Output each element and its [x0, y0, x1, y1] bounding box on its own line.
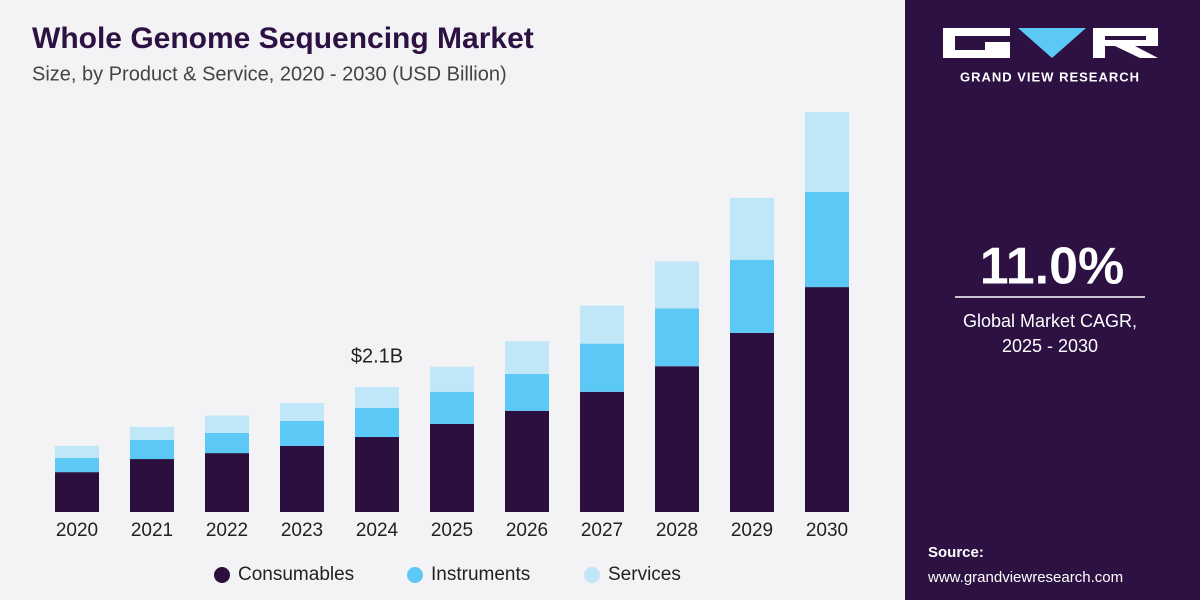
x-tick-label: 2028 — [656, 520, 698, 541]
x-tick-label: 2022 — [206, 520, 248, 541]
sidebar-background — [905, 0, 1200, 600]
legend-marker — [214, 567, 230, 583]
bar-segment — [655, 308, 699, 367]
legend-label: Consumables — [238, 564, 354, 585]
bar-segment — [730, 332, 774, 512]
logo-r — [1093, 28, 1158, 58]
chart-title: Whole Genome Sequencing Market — [32, 22, 534, 55]
bar-segment — [355, 437, 399, 512]
x-tick-label: 2023 — [281, 520, 323, 541]
x-tick-label: 2030 — [806, 520, 848, 541]
bar-segment — [280, 403, 324, 421]
bar-segment — [280, 445, 324, 512]
bar-segment — [580, 343, 624, 392]
bar-segment — [430, 391, 474, 424]
bar-segment — [205, 432, 249, 454]
bar-segment — [130, 440, 174, 460]
bar-segment — [55, 445, 99, 458]
x-tick-label: 2027 — [581, 520, 623, 541]
bar-segment — [205, 453, 249, 512]
source-label: Source: — [928, 544, 984, 561]
chart-subtitle: Size, by Product & Service, 2020 - 2030 … — [32, 63, 507, 85]
x-tick-label: 2025 — [431, 520, 473, 541]
legend-marker — [584, 567, 600, 583]
bar-segment — [805, 112, 849, 192]
x-tick-label: 2029 — [731, 520, 773, 541]
bar-segment — [505, 373, 549, 411]
bar-segment — [580, 391, 624, 512]
legend-label: Services — [608, 564, 681, 585]
bar-segment — [655, 366, 699, 512]
brand-name: GRAND VIEW RESEARCH — [960, 69, 1140, 84]
bar-segment — [805, 191, 849, 288]
bar-segment — [205, 415, 249, 433]
bar-segment — [805, 287, 849, 512]
source-url[interactable]: www.grandviewresearch.com — [927, 569, 1123, 586]
bar-segment — [355, 407, 399, 438]
cagr-caption: 2025 - 2030 — [1002, 336, 1098, 356]
bar-segment — [655, 261, 699, 309]
bar-segment — [730, 259, 774, 333]
legend-label: Instruments — [431, 564, 530, 585]
bar-segment — [280, 420, 324, 446]
logo-g — [943, 28, 1010, 58]
bar-segment — [430, 423, 474, 512]
bar-segment — [130, 459, 174, 512]
bar-segment — [55, 472, 99, 512]
bar-segment — [355, 387, 399, 408]
logo — [943, 28, 1158, 58]
x-tick-label: 2020 — [56, 520, 98, 541]
bar-segment — [430, 366, 474, 392]
annotation: $2.1B — [351, 345, 403, 367]
logo-v — [1018, 28, 1086, 58]
bar-segment — [55, 457, 99, 473]
legend-marker — [407, 567, 423, 583]
cagr-value: 11.0% — [980, 238, 1125, 296]
bar-segment — [505, 410, 549, 512]
x-tick-label: 2024 — [356, 520, 399, 541]
bar-segment — [580, 305, 624, 344]
cagr-caption: Global Market CAGR, — [963, 311, 1137, 331]
x-tick-label: 2026 — [506, 520, 548, 541]
bar-segment — [505, 341, 549, 374]
bar-segment — [130, 426, 174, 441]
x-tick-label: 2021 — [131, 520, 173, 541]
bar-segment — [730, 197, 774, 260]
